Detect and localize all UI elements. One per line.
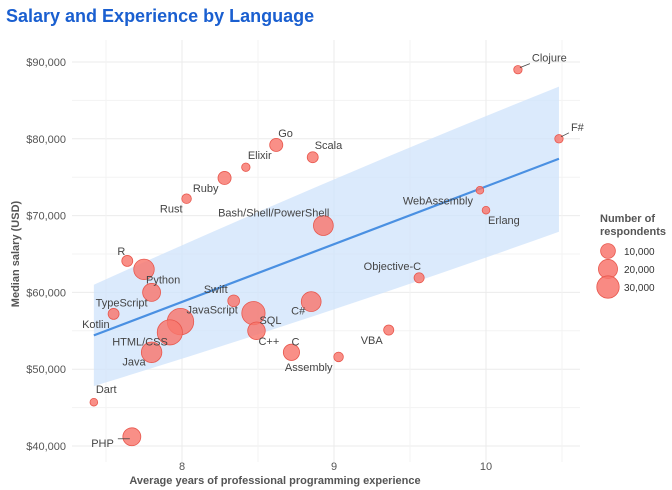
point-label: PHP	[91, 438, 114, 450]
data-point-webassembly	[475, 186, 485, 195]
point-label: TypeScript	[96, 297, 148, 309]
data-point-swift	[227, 294, 240, 308]
data-point-vba	[383, 324, 395, 336]
point-label: Elixir	[248, 150, 272, 162]
data-point-elixir	[241, 162, 251, 172]
data-point-ruby	[217, 171, 232, 185]
y-axis-title: Median salary (USD)	[10, 200, 22, 307]
point-label: Dart	[96, 384, 117, 396]
point-label: Objective-C	[364, 261, 422, 273]
point-label: Assembly	[285, 362, 333, 374]
data-point-c-	[247, 321, 266, 340]
legend-label: 10,000	[624, 247, 655, 258]
y-tick-label: $50,000	[26, 364, 66, 376]
confidence-ribbon	[93, 86, 559, 387]
data-point-typescript	[142, 283, 161, 302]
data-point-go	[269, 137, 284, 152]
point-label: Clojure	[532, 53, 567, 65]
legend-key-1	[600, 243, 616, 259]
confidence-ribbon-layer	[93, 86, 559, 387]
x-tick-label: 10	[480, 461, 492, 473]
data-point-assembly	[333, 351, 344, 363]
point-label: HTML/CSS	[112, 336, 168, 348]
point-label: F#	[571, 122, 585, 134]
point-label: Go	[278, 128, 293, 140]
y-tick-label: $80,000	[26, 134, 66, 146]
y-tick-label: $70,000	[26, 211, 66, 223]
data-point-html-css	[156, 319, 183, 346]
x-axis-title: Average years of professional programmin…	[129, 475, 420, 487]
legend-label: 30,000	[624, 283, 655, 294]
legend-label: 20,000	[624, 265, 655, 276]
point-label: Erlang	[488, 215, 520, 227]
data-point-python	[133, 258, 155, 281]
label-leader-line	[560, 132, 570, 138]
data-point-java	[140, 341, 163, 363]
point-label: C	[291, 336, 299, 348]
data-point-php	[122, 427, 142, 447]
y-tick-label: $90,000	[26, 57, 66, 69]
chart-title: Salary and Experience by Language	[6, 6, 314, 26]
point-label: Kotlin	[82, 319, 110, 331]
data-point-scala	[306, 151, 319, 164]
data-point-r	[121, 255, 134, 267]
y-tick-label: $40,000	[26, 441, 66, 453]
x-tick-label: 8	[179, 461, 185, 473]
point-label: SQL	[259, 315, 281, 327]
size-legend: Number of respondents 10,000 20,000 30,000	[596, 213, 666, 299]
data-point-objective-c	[413, 272, 425, 284]
points-layer	[89, 65, 564, 447]
point-label: Rust	[160, 204, 183, 216]
point-label: C++	[258, 336, 279, 348]
legend-key-3	[596, 275, 620, 299]
data-point-f-	[554, 134, 564, 144]
point-label: Swift	[204, 284, 228, 296]
point-label: C#	[291, 306, 306, 318]
point-label: JavaScript	[186, 305, 237, 317]
legend-title-line2: respondents	[600, 226, 666, 238]
point-label: Bash/Shell/PowerShell	[218, 208, 329, 220]
data-point-c-	[300, 291, 322, 312]
data-point-bash-shell-powershell	[313, 215, 334, 236]
label-leader-line	[519, 63, 531, 69]
data-point-clojure	[513, 65, 523, 75]
point-label: Java	[122, 356, 146, 368]
point-label: Scala	[315, 140, 343, 152]
data-point-c	[282, 343, 300, 361]
point-labels-layer: Clojure F# Go Scala Elixir Ruby Rust WebAssembl…	[82, 53, 585, 450]
point-label: Python	[146, 274, 180, 286]
point-label: R	[117, 246, 125, 258]
point-label: WebAssembly	[403, 195, 474, 207]
x-tick-label: 9	[331, 461, 337, 473]
data-point-erlang	[481, 205, 491, 215]
data-point-rust	[181, 193, 192, 204]
data-point-dart	[89, 397, 99, 407]
legend-title-line1: Number of	[600, 213, 655, 225]
y-tick-label: $60,000	[26, 287, 66, 299]
y-axis-ticks: $40,000 $50,000 $60,000 $70,000 $80,000 $90,0…	[26, 57, 66, 453]
point-label: Ruby	[193, 183, 219, 195]
point-label: VBA	[361, 335, 384, 347]
data-point-kotlin	[107, 308, 120, 320]
x-axis-ticks: 8 9 10	[179, 461, 492, 473]
